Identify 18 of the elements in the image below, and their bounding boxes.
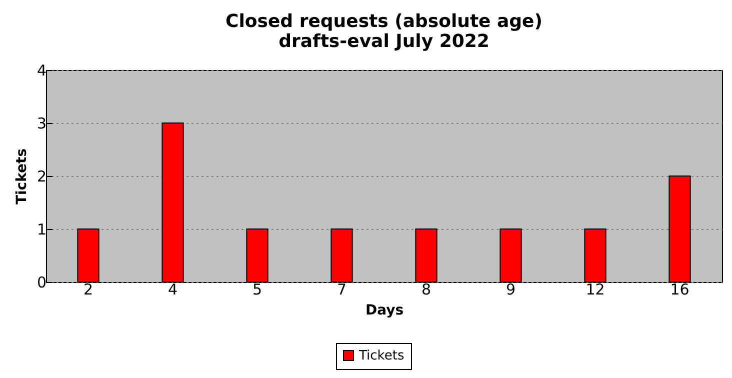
x-tick-label: 16 xyxy=(670,280,690,298)
legend-label: Tickets xyxy=(358,348,404,364)
y-tick-label: 0 xyxy=(36,274,46,292)
y-axis-title: Tickets xyxy=(14,148,30,205)
chart-title: Closed requests (absolute age) xyxy=(226,11,542,32)
y-tick-label: 2 xyxy=(36,168,46,186)
y-tick-label: 1 xyxy=(36,220,46,238)
x-tick-label: 7 xyxy=(336,280,347,298)
x-tick-label: 12 xyxy=(586,280,605,298)
x-tick-label: 5 xyxy=(252,280,262,298)
x-tick-label: 9 xyxy=(506,280,516,298)
x-axis-title: Days xyxy=(365,302,404,318)
chart-subtitle: drafts-eval July 2022 xyxy=(278,31,490,52)
y-tick-label: 4 xyxy=(36,62,46,80)
x-tick-label: 8 xyxy=(421,280,432,298)
x-tick-label: 2 xyxy=(83,280,94,298)
y-tick-label: 3 xyxy=(36,114,46,132)
x-tick-label: 4 xyxy=(168,280,178,298)
